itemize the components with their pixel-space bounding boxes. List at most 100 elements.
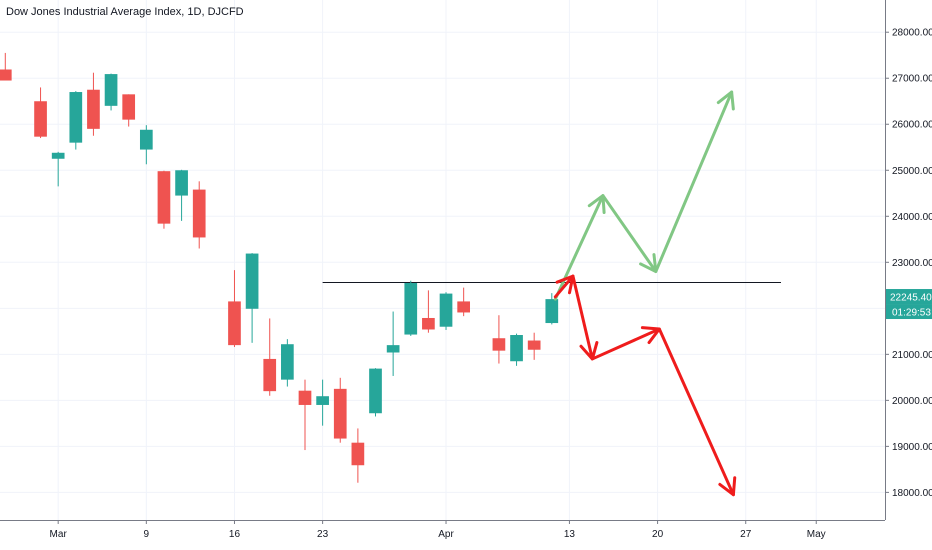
candle-body (139, 129, 153, 150)
candle-body (527, 340, 541, 350)
candle-body (0, 69, 12, 81)
countdown-label: 01:29:53 (892, 308, 931, 319)
candle-body (192, 189, 206, 238)
price-tick-label: 18000.00 (892, 488, 932, 499)
time-tick-label: 27 (740, 529, 752, 540)
time-tick-label: 23 (317, 529, 329, 540)
candle-body (175, 170, 188, 196)
time-tick-label: 13 (564, 529, 576, 540)
time-tick-label: 9 (144, 529, 150, 540)
bearish-arrow-path-line (553, 274, 735, 497)
candle-down (298, 379, 312, 451)
candle-up (545, 293, 559, 325)
grid-layer (0, 0, 885, 520)
candle-up (281, 339, 294, 387)
last-price-label: 22245.40 (890, 293, 932, 304)
candle-up (510, 333, 523, 366)
price-tick-label: 28000.00 (892, 28, 932, 39)
candle-down (157, 170, 171, 229)
candle-body (404, 283, 418, 335)
candle-body (263, 358, 277, 392)
candle-body (439, 293, 453, 327)
candle-body (457, 301, 471, 313)
bearish-arrow-path (553, 274, 737, 497)
last-price-badge (886, 289, 932, 305)
candle-down (34, 87, 47, 139)
countdown-badge (886, 304, 932, 320)
candle-up (439, 292, 453, 330)
candle-body (386, 345, 400, 353)
candle-down (333, 377, 347, 443)
candle-down (492, 315, 506, 364)
candle-down (228, 270, 241, 347)
time-tick-label: 20 (652, 529, 664, 540)
price-tick-label: 21000.00 (892, 350, 932, 361)
candle-body (122, 94, 136, 120)
candle-body (87, 89, 100, 129)
candle-body (104, 74, 118, 106)
candle-body (369, 368, 382, 414)
last-price-marker: 22245.40 01:29:53 (886, 289, 932, 320)
annotation-layer (553, 90, 737, 497)
candle-up (245, 253, 259, 343)
candle-body (316, 396, 329, 405)
candle-down (457, 287, 471, 317)
candle-body (245, 253, 259, 309)
candle-up (69, 91, 83, 150)
price-tick-label: 25000.00 (892, 166, 932, 177)
bearish-arrow-path-arrowhead (640, 326, 661, 345)
candle-up (386, 311, 400, 376)
chart-title: Dow Jones Industrial Average Index, 1D, … (6, 6, 244, 18)
candle-up (404, 280, 418, 336)
candle-down (422, 290, 435, 333)
price-tick-label: 19000.00 (892, 442, 932, 453)
candle-down (122, 94, 136, 127)
candle-down (192, 181, 206, 249)
bearish-arrow-path-arrowhead (579, 341, 599, 361)
bullish-arrow-path (553, 90, 735, 301)
time-tick-label: 16 (229, 529, 241, 540)
candle-body (69, 92, 83, 143)
candle-layer (0, 52, 559, 483)
price-axis-background (885, 0, 932, 550)
bearish-arrow-path-arrowhead (718, 476, 737, 497)
price-tick-label: 23000.00 (892, 258, 932, 269)
candle-down (351, 428, 365, 483)
candle-body (492, 338, 506, 351)
time-tick-label: May (807, 529, 826, 540)
bearish-arrow-path-arrowhead (555, 274, 575, 295)
candle-body (298, 390, 312, 405)
price-tick-label: 20000.00 (892, 396, 932, 407)
candle-up (139, 125, 153, 165)
candle-down (87, 72, 100, 136)
candle-body (281, 344, 294, 380)
candle-up (51, 151, 65, 187)
price-tick-label: 26000.00 (892, 120, 932, 131)
bullish-arrow-path-arrowhead (716, 90, 735, 111)
candle-body (545, 299, 559, 324)
candle-down (527, 332, 541, 360)
candle-body (333, 388, 347, 439)
price-tick-label: 24000.00 (892, 212, 932, 223)
candle-up (104, 73, 118, 111)
price-tick-label: 27000.00 (892, 74, 932, 85)
candle-down (263, 318, 277, 396)
time-tick-label: Apr (438, 529, 454, 540)
time-axis-background (0, 520, 885, 550)
candle-body (351, 442, 365, 466)
candle-up (175, 169, 188, 221)
candle-body (51, 152, 65, 159)
candle-up (316, 379, 329, 426)
candle-body (228, 301, 241, 346)
candle-body (157, 171, 171, 224)
bullish-arrow-path-arrowhead (639, 253, 658, 274)
bullish-arrow-path-line (553, 90, 734, 301)
candle-body (510, 335, 523, 362)
candle-body (422, 317, 435, 330)
time-tick-label: Mar (50, 529, 68, 540)
candle-down (0, 52, 12, 81)
candle-body (34, 101, 47, 137)
